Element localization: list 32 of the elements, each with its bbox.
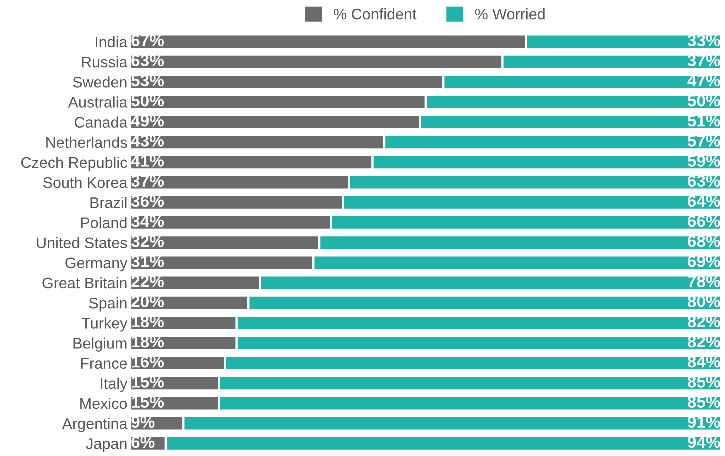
- y-tick-label: Australia: [68, 96, 128, 108]
- y-tick-label: Russia: [82, 56, 128, 68]
- data-label: 20%: [132, 296, 164, 308]
- y-tick-label: Mexico: [80, 398, 128, 410]
- y-tick-label: South Korea: [43, 177, 128, 188]
- data-label: 80%: [688, 296, 720, 308]
- y-tick-label: Czech Republic: [22, 156, 128, 172]
- data-label: 41%: [131, 155, 164, 167]
- y-tick-label: Germany: [66, 258, 128, 272]
- y-tick-label: Turkey: [82, 318, 128, 332]
- data-label: 9%: [132, 416, 155, 428]
- y-tick-label: Poland: [81, 217, 127, 228]
- data-label: 15%: [132, 396, 164, 408]
- data-label: 91%: [688, 416, 720, 428]
- legend-label: % Confident: [334, 8, 417, 20]
- y-tick-label: United States: [37, 237, 128, 249]
- y-tick-label: Great Britain: [42, 277, 127, 289]
- y-tick-label: Italy: [101, 378, 128, 392]
- y-tick-label: Japan: [86, 438, 127, 452]
- y-tick-label: Canada: [74, 116, 128, 128]
- y-tick-label: Brazil: [90, 197, 127, 208]
- data-label: 59%: [688, 155, 720, 167]
- legend-label: % Worried: [475, 8, 545, 20]
- y-tick-label: Spain: [89, 298, 127, 312]
- y-tick-label: Netherlands: [46, 136, 128, 148]
- y-tick-label: Belgium: [74, 338, 127, 352]
- data-label: 63%: [688, 175, 720, 188]
- y-tick-label: India: [96, 36, 128, 48]
- data-label: 63%: [132, 54, 164, 67]
- y-tick-label: Sweden: [73, 76, 127, 88]
- y-tick-label: Argentina: [62, 418, 128, 432]
- y-tick-label: France: [81, 358, 128, 370]
